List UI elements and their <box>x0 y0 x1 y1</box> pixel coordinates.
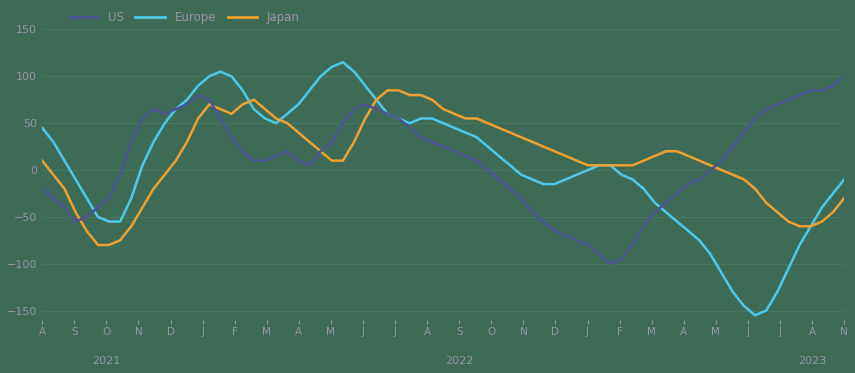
Text: 2023: 2023 <box>798 356 826 366</box>
Legend: US, Europe, Japan: US, Europe, Japan <box>64 6 304 28</box>
Text: 2021: 2021 <box>92 356 121 366</box>
Text: 2022: 2022 <box>445 356 474 366</box>
